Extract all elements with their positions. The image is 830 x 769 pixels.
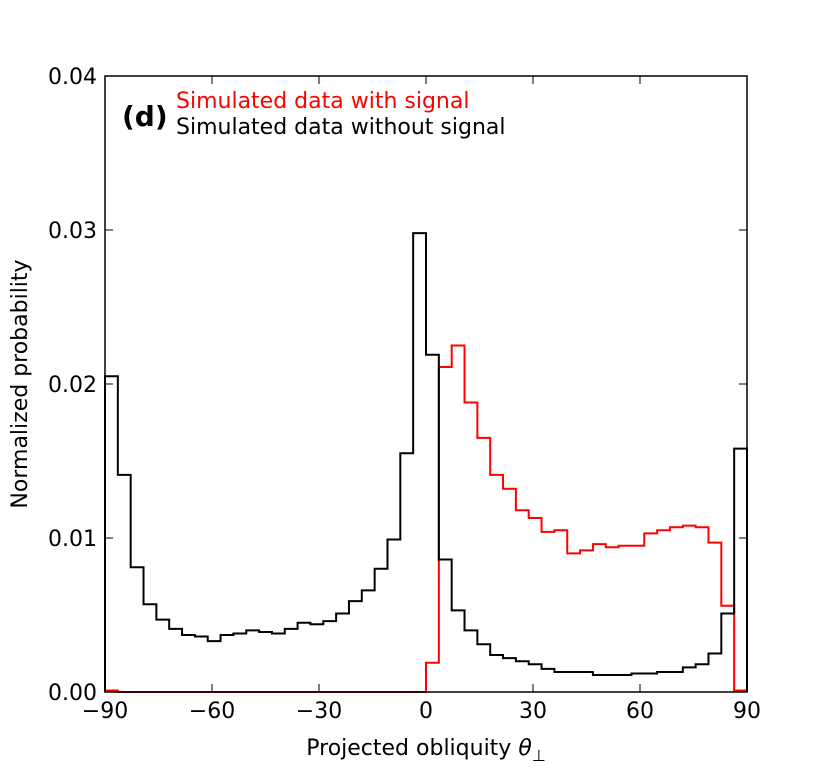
x-tick-label: 60 — [626, 699, 654, 724]
x-tick-label: 90 — [733, 699, 761, 724]
plot-frame — [104, 75, 748, 693]
x-tick-label: −60 — [189, 699, 235, 724]
x-axis-label-text: Projected obliquity — [306, 736, 511, 761]
legend-entry-without-signal: Simulated data without signal — [176, 115, 505, 140]
x-tick-label: −90 — [82, 699, 128, 724]
tick-labels: −90 −60 −30 0 30 60 90 0.00 0.01 0.02 0.03 0.04 — [48, 65, 761, 724]
y-axis-label: Normalized probability — [8, 259, 33, 508]
x-tick-label: 0 — [419, 699, 433, 724]
x-axis-label-theta: θ — [518, 736, 532, 761]
y-tick-label: 0.01 — [48, 527, 97, 552]
x-axis-label: Projected obliquity θ⊥ — [306, 736, 546, 765]
y-tick-label: 0.00 — [48, 681, 97, 706]
x-tick-label: 30 — [519, 699, 547, 724]
x-tick-label: −30 — [296, 699, 342, 724]
y-tick-label: 0.02 — [48, 373, 97, 398]
series-without-signal-step — [104, 232, 748, 692]
y-tick-label: 0.04 — [48, 65, 97, 90]
y-tick-label: 0.03 — [48, 219, 97, 244]
panel-label: (d) — [122, 100, 168, 133]
legend-entry-with-signal: Simulated data with signal — [176, 89, 469, 114]
x-axis-label-subscript: ⊥ — [532, 746, 546, 765]
